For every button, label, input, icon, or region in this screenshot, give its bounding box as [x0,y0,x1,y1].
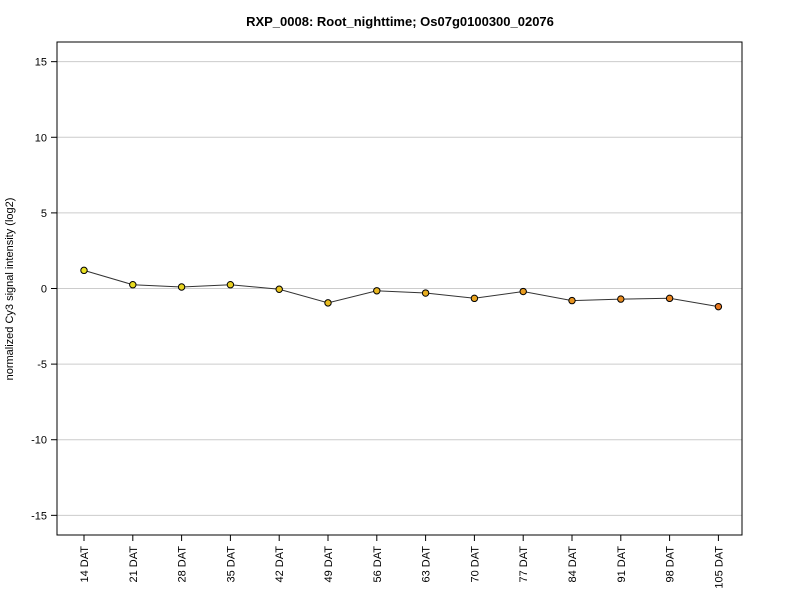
data-point [80,266,88,275]
y-tick-label: -5 [37,359,47,371]
data-point [470,294,479,303]
x-tick-label: 49 DAT [323,546,335,583]
y-tick-label: 15 [35,57,47,69]
data-series [80,266,723,311]
y-tick-label: 5 [41,208,47,220]
data-point [714,302,723,311]
x-tick-label: 77 DAT [518,546,530,583]
data-point [226,281,235,289]
data-point [324,299,332,307]
data-point [665,294,674,303]
x-tick-label: 63 DAT [421,546,433,583]
gridlines [57,61,742,516]
axes: -15 -10 -5 0 5 10 15 14 DAT 21 DAT 28 DAT 35 DAT 42… [31,41,743,589]
x-tick-label: 14 DAT [79,546,91,583]
series-line [83,269,719,308]
y-tick-label: 10 [35,132,47,144]
x-tick-label: 35 DAT [225,546,237,583]
x-tick-label: 98 DAT [665,546,677,583]
x-tick-label: 70 DAT [469,546,481,583]
x-tick-label: 42 DAT [274,546,286,583]
y-axis-label: normalized Cy3 signal intensity (log2) [4,198,16,381]
data-point [177,283,186,291]
data-point [421,289,430,297]
data-point [617,295,625,303]
x-tick-label: 56 DAT [372,546,384,583]
x-tick-label: 21 DAT [128,546,140,583]
chart-title: RXP_0008: Root_nighttime; Os07g0100300_0… [246,14,554,29]
data-point [129,281,137,289]
y-tick-label: 0 [41,284,47,296]
plot-frame [56,41,743,536]
x-tick-label: 105 DAT [713,546,725,589]
y-tick-label: -10 [31,435,47,447]
data-point [275,285,283,293]
y-tick-label: -15 [31,510,47,522]
x-tick-label: 28 DAT [177,546,189,583]
x-tick-label: 84 DAT [567,546,579,583]
x-tick-label: 91 DAT [616,546,628,583]
data-point [568,296,576,305]
data-point [519,287,527,296]
data-point [373,287,381,295]
